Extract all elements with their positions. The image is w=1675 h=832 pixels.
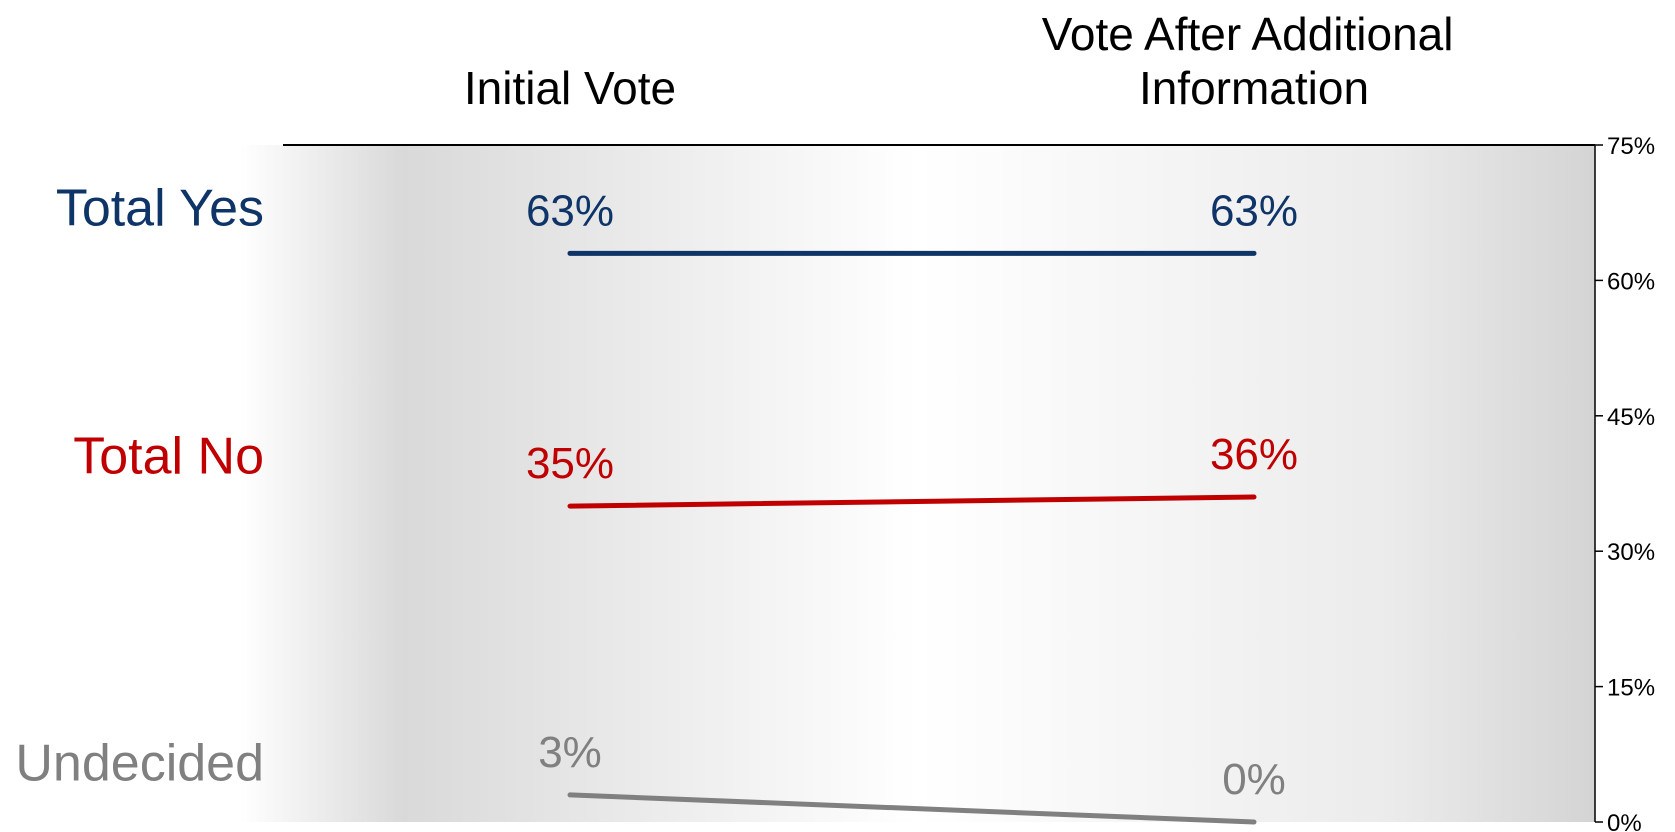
data-label-total-yes: 63% bbox=[526, 186, 614, 235]
category-label-vote-after: Vote After Additional Information bbox=[1042, 8, 1467, 114]
y-tick-label: 30% bbox=[1607, 539, 1655, 566]
data-label-total-no: 36% bbox=[1210, 430, 1298, 479]
y-axis-ticks: 0% 15% 30% 45% 60% 75% bbox=[1595, 133, 1655, 832]
data-label-undecided: 0% bbox=[1222, 755, 1286, 804]
data-label-total-yes: 63% bbox=[1210, 186, 1298, 235]
y-tick-label: 0% bbox=[1607, 810, 1642, 832]
series-line-total-no bbox=[567, 494, 1257, 509]
y-tick-label: 15% bbox=[1607, 675, 1655, 702]
y-tick-label: 60% bbox=[1607, 268, 1655, 295]
data-label-undecided: 3% bbox=[538, 728, 602, 777]
series-name-undecided: Undecided bbox=[15, 734, 264, 792]
category-label-initial-vote: Initial Vote bbox=[464, 62, 676, 114]
y-tick-label: 75% bbox=[1607, 133, 1655, 160]
series-name-total-yes: Total Yes bbox=[56, 179, 264, 237]
y-tick-label: 45% bbox=[1607, 404, 1655, 431]
series-name-total-no: Total No bbox=[73, 428, 264, 486]
series-layer: 63% 63% Total Yes 35% 36% Total No 3% 0% Undecid… bbox=[15, 179, 1298, 825]
plot-background bbox=[240, 145, 1595, 822]
data-label-total-no: 35% bbox=[526, 439, 614, 488]
series-line-undecided bbox=[567, 792, 1257, 825]
